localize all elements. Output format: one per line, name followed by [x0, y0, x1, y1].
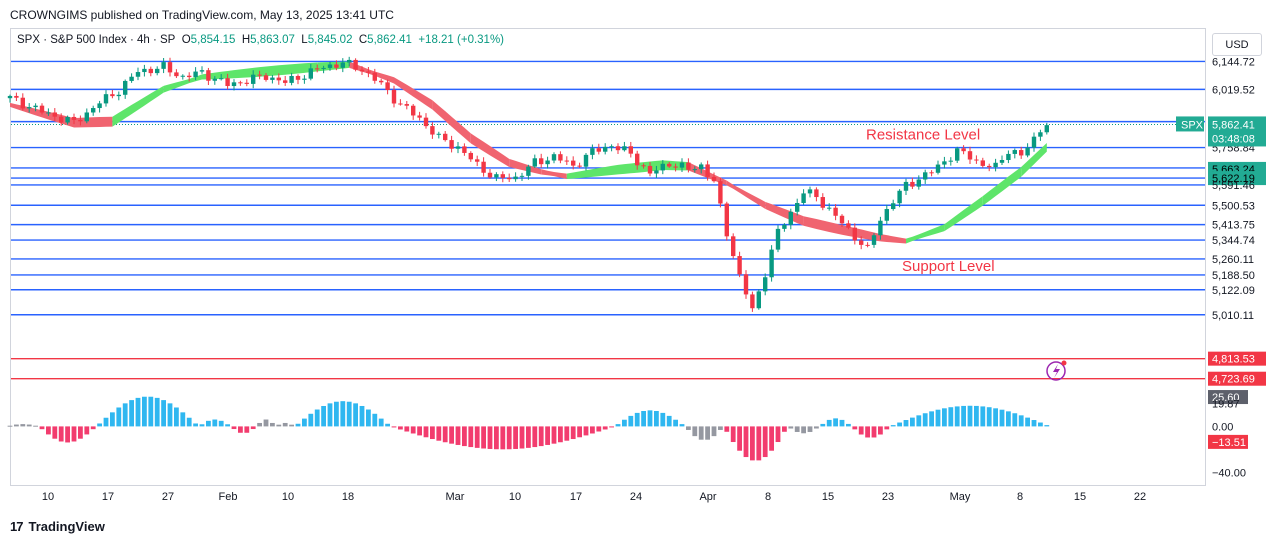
price-label: 5,010.11 [1212, 310, 1254, 322]
chart-frame [10, 28, 1206, 486]
open-label: O [181, 34, 191, 46]
time-tick-label: 24 [630, 491, 642, 503]
time-tick-label: 10 [509, 491, 521, 503]
publisher-line: CROWNGIMS published on TradingView.com, … [10, 8, 394, 22]
time-tick-label: 10 [42, 491, 54, 503]
price-label: 4,723.69 [1212, 374, 1255, 386]
price-label: 5,591.46 [1212, 180, 1255, 192]
brand-name: TradingView [28, 519, 105, 534]
currency-button[interactable]: USD [1212, 33, 1262, 56]
time-tick-label: 22 [1134, 491, 1146, 503]
time-axis: 10 17 27 Feb 10 18 Mar 10 17 24 Apr 8 15 23 May 8 15 22 [42, 491, 1146, 503]
tradingview-brand[interactable]: 17 TradingView [10, 519, 105, 534]
price-label: 5,122.09 [1212, 285, 1255, 297]
close-value: 5,862.41 [367, 34, 412, 46]
time-tick-label: Mar [446, 491, 465, 503]
price-label-bg [1208, 351, 1266, 366]
osc-label-bg [1208, 390, 1248, 405]
time-tick-label: Feb [219, 491, 238, 503]
time-tick-label: 15 [822, 491, 834, 503]
last-price-value: 5,862.41 [1212, 119, 1255, 131]
price-label: 5,500.53 [1212, 200, 1255, 212]
tradingview-logo-icon: 17 [10, 519, 24, 534]
time-tick-label: 18 [342, 491, 354, 503]
time-tick-label: 23 [882, 491, 894, 503]
price-label: 5,758.84 [1212, 143, 1255, 155]
high-label: H [241, 34, 251, 46]
countdown-value: 03:48:08 [1212, 133, 1255, 145]
price-label: 5,663.24 [1212, 164, 1255, 176]
symbol-name: SPX · S&P 500 Index · 4h · SP [17, 34, 176, 46]
osc-tick-label: 25.60 [1212, 392, 1240, 404]
price-label-bg [1208, 171, 1266, 186]
price-label-bg [1208, 161, 1266, 176]
time-tick-label: 15 [1074, 491, 1086, 503]
time-tick-label: 10 [282, 491, 294, 503]
low-value: 5,845.02 [307, 34, 353, 46]
last-price-bg [1208, 116, 1266, 147]
time-tick-label: 17 [102, 491, 114, 503]
high-value: 5,863.07 [250, 34, 295, 46]
price-label: 4,813.53 [1212, 354, 1255, 366]
price-label: 6,144.72 [1212, 56, 1255, 68]
time-tick-label: Apr [699, 491, 716, 503]
price-label: 5,667.48 [1212, 163, 1255, 175]
time-tick-label: 8 [1017, 491, 1023, 503]
price-label: 5,260.11 [1212, 254, 1254, 266]
time-tick-label: 17 [570, 491, 582, 503]
open-value: 5,854.15 [190, 34, 236, 46]
low-label: L [301, 34, 308, 46]
osc-label-bg [1208, 434, 1248, 449]
osc-tick-label: 0.00 [1212, 421, 1233, 433]
time-tick-label: 27 [162, 491, 174, 503]
price-label: 5,344.74 [1212, 235, 1255, 247]
osc-tick-label: −13.51 [1212, 437, 1246, 449]
symbol-legend[interactable]: SPX · S&P 500 Index · 4h · SP O5,854.15 … [17, 34, 504, 46]
price-label: 5,622.19 [1212, 173, 1255, 185]
close-label: C [358, 34, 368, 46]
time-tick-label: 8 [765, 491, 771, 503]
price-label-bg [1208, 371, 1266, 386]
price-label: 5,188.50 [1212, 270, 1255, 282]
time-tick-label: May [950, 491, 971, 503]
price-label: 5,413.75 [1212, 220, 1255, 232]
change-value: +18.21 (+0.31%) [418, 34, 504, 46]
osc-tick-label: −40.00 [1212, 467, 1246, 479]
price-label: 5,875.03 [1212, 117, 1255, 129]
price-label: 6,019.52 [1212, 84, 1255, 96]
osc-tick-label: 19.87 [1212, 399, 1240, 411]
